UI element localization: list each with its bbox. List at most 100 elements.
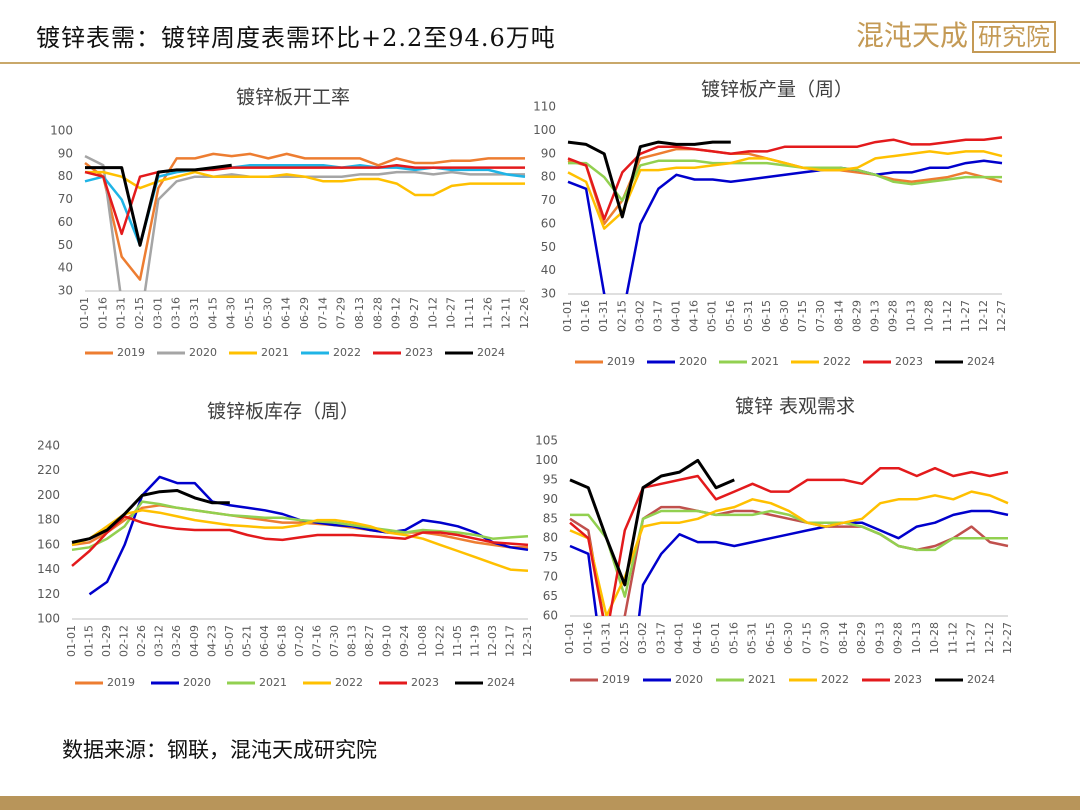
y-tick-label: 70 [541, 193, 556, 207]
x-tick-label: 12-17 [503, 625, 516, 657]
legend-label: 2019 [117, 346, 145, 359]
legend-label: 2022 [823, 355, 851, 368]
legend-label: 2021 [259, 676, 287, 689]
x-tick-label: 11-11 [463, 297, 476, 329]
y-tick-label: 240 [37, 439, 60, 453]
x-tick-label: 07-14 [316, 297, 329, 329]
x-tick-label: 08-28 [371, 297, 384, 329]
y-tick-label: 90 [541, 146, 556, 160]
legend-label: 2024 [487, 676, 515, 689]
x-tick-label: 09-28 [887, 300, 900, 332]
chart: 镀锌板开工率 30 40 50 60 70 80 90 100 01-01 01-16 01-31 02… [50, 87, 531, 360]
x-tick-label: 10-13 [905, 300, 918, 332]
x-tick-label: 09-12 [390, 297, 403, 329]
y-tick-label: 105 [535, 434, 558, 448]
y-tick-label: 65 [543, 589, 558, 603]
series-line [567, 136, 1003, 221]
x-tick-label: 11-12 [941, 300, 954, 332]
legend-label: 2023 [405, 346, 433, 359]
x-tick-label: 08-29 [850, 300, 863, 332]
x-tick-label: 10-13 [910, 622, 923, 654]
x-tick-label: 09-28 [892, 622, 905, 654]
series-line [568, 159, 1002, 202]
x-tick-label: 07-29 [335, 297, 348, 329]
x-tick-label: 01-01 [563, 622, 576, 654]
y-tick-label: 90 [58, 146, 73, 160]
x-tick-label: 06-30 [778, 300, 791, 332]
legend-label: 2020 [679, 355, 707, 368]
series-line [85, 163, 232, 247]
y-tick-label: 70 [543, 570, 558, 584]
y-tick-label: 100 [533, 123, 556, 137]
chart: 镀锌板库存（周） 100 120 140 160 180 200 220 240 01-01 01-… [37, 401, 534, 690]
x-tick-label: 05-31 [742, 300, 755, 332]
legend-label: 2024 [477, 346, 505, 359]
series-line [567, 140, 731, 219]
legend-label: 2024 [967, 673, 995, 686]
legend-label: 2022 [821, 673, 849, 686]
x-tick-label: 11-12 [946, 622, 959, 654]
series-line [71, 489, 230, 544]
x-tick-label: 12-11 [500, 297, 513, 329]
series-line [71, 515, 529, 567]
y-tick-label: 80 [58, 169, 73, 183]
y-tick-label: 60 [58, 215, 73, 229]
y-tick-label: 85 [543, 511, 558, 525]
x-tick-label: 12-27 [995, 300, 1008, 332]
y-tick-label: 50 [541, 240, 556, 254]
legend-label: 2023 [895, 355, 923, 368]
y-tick-label: 95 [543, 472, 558, 486]
x-tick-label: 11-27 [965, 622, 978, 654]
x-tick-label: 12-31 [521, 625, 534, 657]
legend-label: 2019 [107, 676, 135, 689]
x-tick-label: 10-08 [416, 625, 429, 657]
x-tick-label: 09-27 [408, 297, 421, 329]
y-tick-label: 40 [541, 263, 556, 277]
y-tick-label: 100 [535, 453, 558, 467]
x-tick-label: 11-05 [451, 625, 464, 657]
x-tick-label: 05-30 [261, 297, 274, 329]
x-tick-label: 12-12 [983, 622, 996, 654]
x-tick-label: 12-12 [977, 300, 990, 332]
y-tick-label: 90 [543, 492, 558, 506]
x-tick-label: 04-15 [206, 297, 219, 329]
header-title: 镀锌表需：镀锌周度表需环比+2.2至94.6万吨 [36, 24, 556, 52]
x-tick-label: 12-27 [1001, 622, 1014, 654]
chart-title: 镀锌 表观需求 [735, 396, 855, 418]
series-line [567, 150, 1003, 230]
logo-main: 混沌天成 [855, 19, 968, 52]
y-tick-label: 140 [37, 562, 60, 576]
bottom-bar [0, 796, 1080, 810]
x-tick-label: 08-27 [363, 625, 376, 657]
x-tick-label: 06-14 [280, 297, 293, 329]
footer-source: 数据来源：钢联，混沌天成研究院 [62, 738, 377, 762]
x-tick-label: 09-10 [381, 625, 394, 657]
y-tick-label: 200 [37, 488, 60, 502]
chart-title: 镀锌板库存（周） [207, 401, 359, 423]
x-tick-label: 04-16 [691, 622, 704, 654]
x-tick-label: 07-15 [800, 622, 813, 654]
x-tick-label: 08-13 [353, 297, 366, 329]
x-tick-label: 01-15 [83, 625, 96, 657]
x-tick-label: 11-27 [959, 300, 972, 332]
chart: 镀锌板产量（周） 30 40 50 60 70 80 90 100 110 01-01 01-16 01… [533, 79, 1008, 369]
y-tick-label: 30 [58, 284, 73, 298]
legend-label: 2020 [675, 673, 703, 686]
y-tick-label: 100 [50, 124, 73, 138]
x-tick-label: 01-01 [65, 625, 78, 657]
x-tick-label: 06-29 [298, 297, 311, 329]
x-tick-label: 10-12 [426, 297, 439, 329]
x-tick-label: 04-30 [225, 297, 238, 329]
series-line [71, 509, 529, 573]
x-tick-label: 06-04 [258, 625, 271, 657]
x-tick-label: 05-16 [727, 622, 740, 654]
y-tick-label: 80 [541, 170, 556, 184]
series-line [569, 458, 735, 587]
y-tick-label: 120 [37, 587, 60, 601]
x-tick-label: 05-07 [223, 625, 236, 657]
legend-label: 2020 [189, 346, 217, 359]
legend-label: 2019 [602, 673, 630, 686]
x-tick-label: 06-30 [782, 622, 795, 654]
x-tick-label: 03-26 [170, 625, 183, 657]
x-tick-label: 05-15 [243, 297, 256, 329]
